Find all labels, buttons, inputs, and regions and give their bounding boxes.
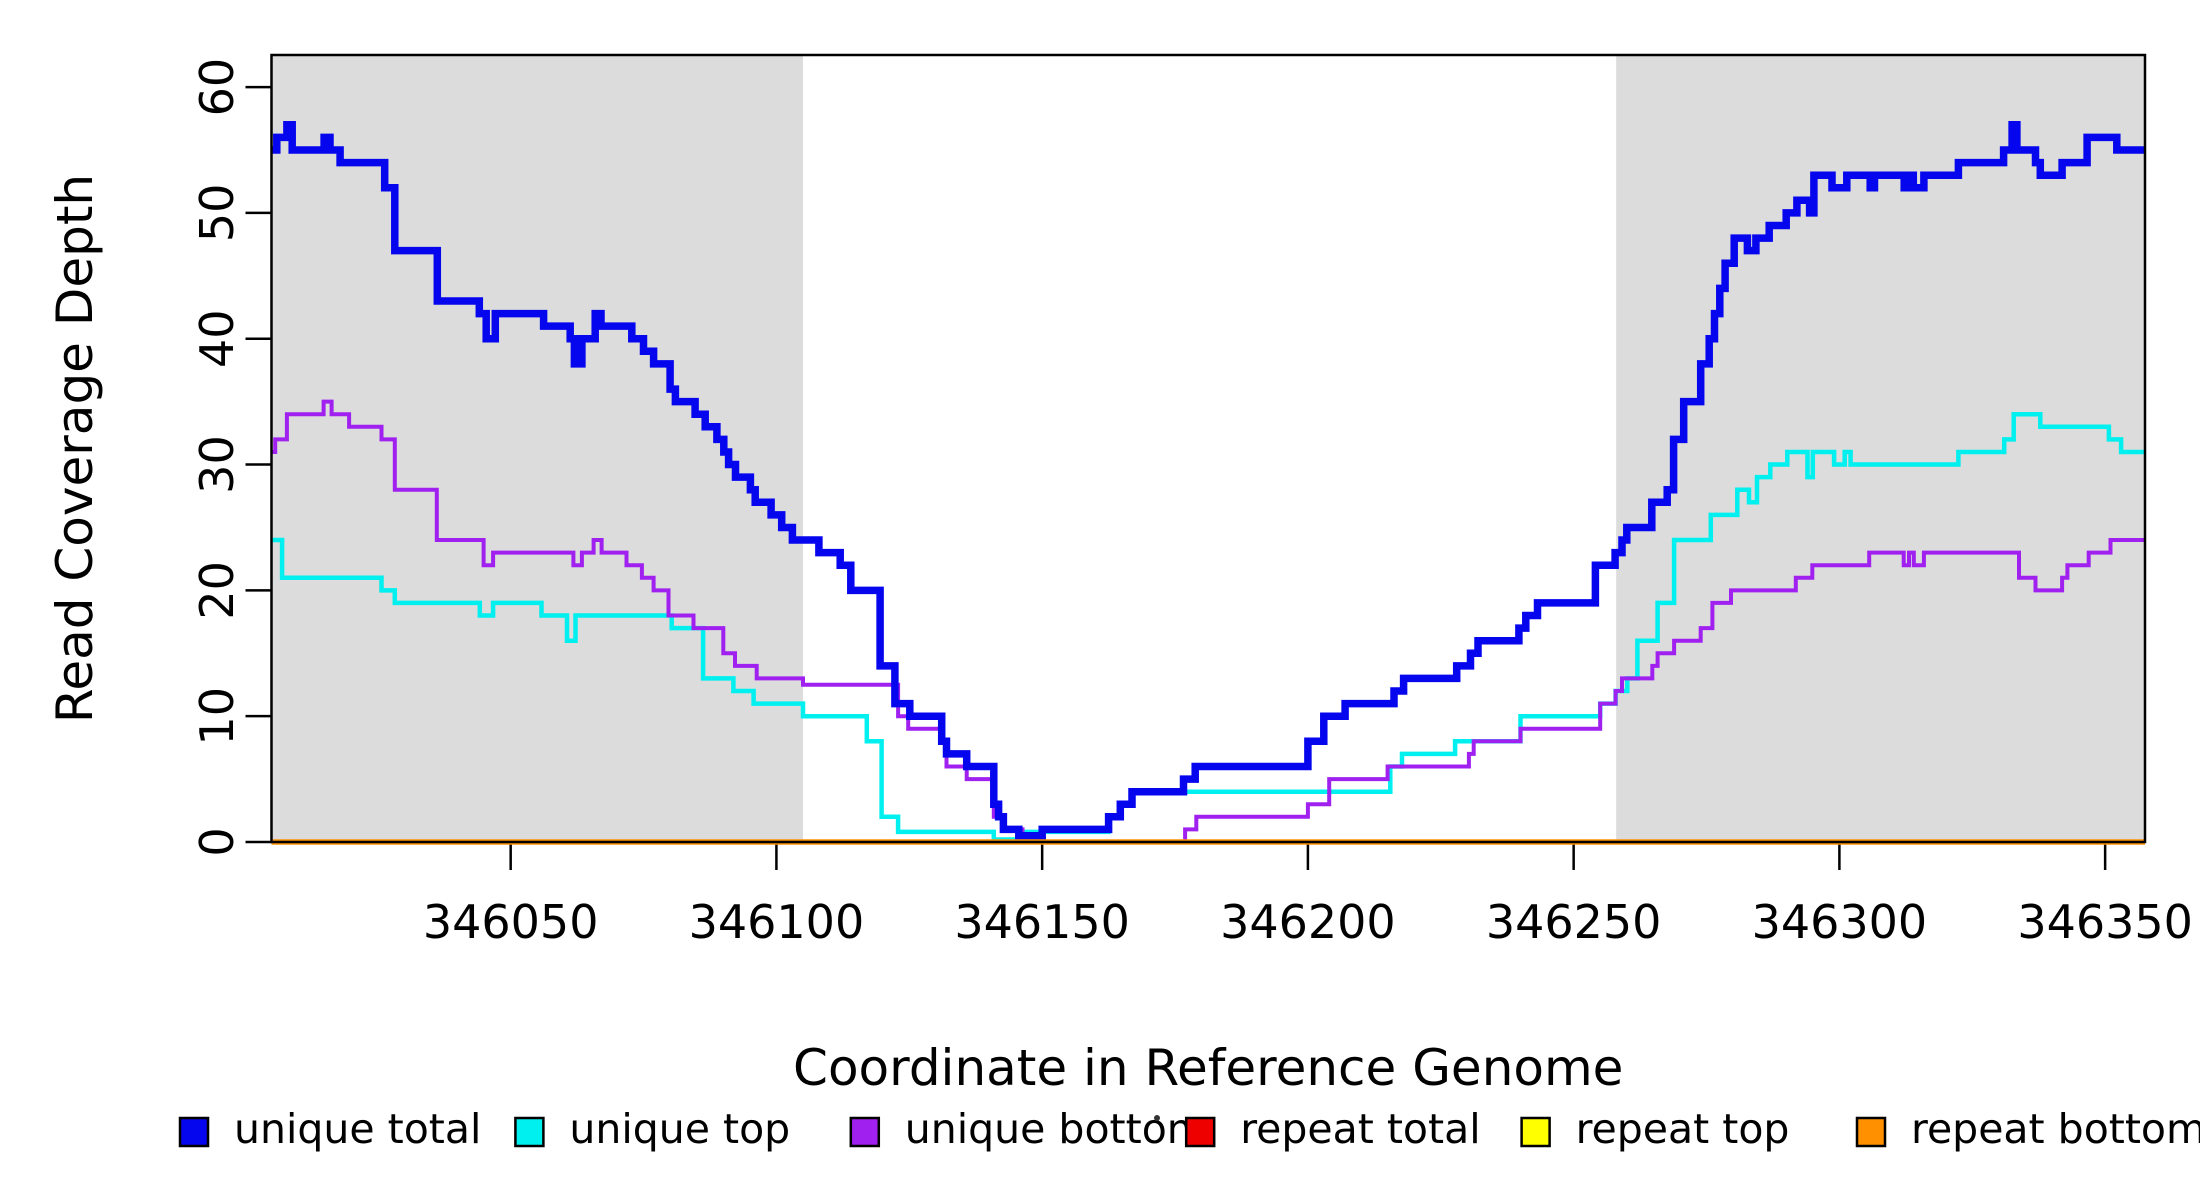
legend-item-repeat-top: repeat top: [1520, 1105, 1790, 1153]
legend-swatch-repeat-top: [1520, 1116, 1551, 1148]
legend-swatch-repeat-bottom: [1855, 1116, 1887, 1148]
y-tick-label: 20: [190, 561, 244, 620]
x-tick-label: 346350: [2017, 895, 2193, 949]
legend-label: unique bottom: [905, 1105, 1207, 1153]
legend-item-unique-top: unique top: [514, 1105, 790, 1153]
legend-label: repeat total: [1240, 1105, 1480, 1153]
x-tick-label: 346300: [1752, 895, 1928, 949]
legend-swatch-unique-total: [178, 1116, 210, 1148]
legend-label: unique top: [569, 1105, 790, 1153]
x-tick-label: 346150: [954, 895, 1130, 949]
stray-dot-artifact: [1154, 1115, 1160, 1121]
y-tick-label: 40: [190, 309, 244, 368]
legend-label: repeat top: [1576, 1105, 1790, 1153]
shaded-region-1: [271, 55, 803, 842]
y-tick-label: 0: [190, 827, 244, 856]
legend-swatch-unique-bottom: [849, 1116, 881, 1148]
x-axis-title: Coordinate in Reference Genome: [793, 1039, 1623, 1097]
y-tick-label: 30: [190, 435, 244, 494]
legend-label: unique total: [234, 1105, 481, 1153]
series-line-unique-total: [271, 121, 2145, 840]
legend-item-unique-bottom: unique bottom: [849, 1105, 1207, 1153]
legend-swatch-repeat-total: [1184, 1116, 1216, 1148]
y-tick-label: 60: [190, 58, 244, 117]
shaded-region-2: [1616, 55, 2145, 842]
x-tick-label: 346100: [689, 895, 865, 949]
x-tick-label: 346050: [423, 895, 599, 949]
y-axis-title: Read Coverage Depth: [46, 174, 104, 723]
legend-item-repeat-total: repeat total: [1184, 1105, 1481, 1153]
legend-swatch-unique-top: [514, 1116, 545, 1148]
x-tick-label: 346250: [1486, 895, 1662, 949]
legend-item-unique-total: unique total: [178, 1105, 481, 1153]
legend-item-repeat-bottom: repeat bottom: [1855, 1105, 2200, 1153]
y-tick-label: 50: [190, 184, 244, 243]
y-tick-label: 10: [190, 687, 244, 746]
plot-frame: [270, 53, 2147, 844]
legend-label: repeat bottom: [1911, 1105, 2200, 1153]
x-tick-label: 346200: [1220, 895, 1396, 949]
